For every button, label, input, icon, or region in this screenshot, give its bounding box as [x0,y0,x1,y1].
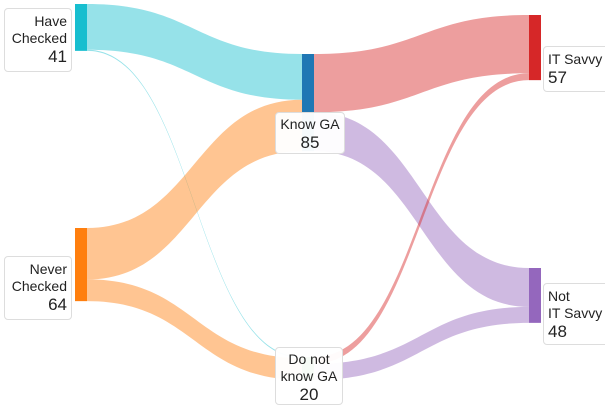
label-know-ga: Know GA 85 [275,112,345,154]
node-never-checked [75,228,87,302]
label-never-checked-line2: Checked [11,277,67,294]
node-not-it-savvy [529,268,541,323]
link-know_ga-to-not_it_savvy [314,112,529,307]
label-never-checked-line1: Never [29,261,67,277]
label-have-checked-line2: Checked [11,29,67,46]
label-have-checked: Have Checked 41 [4,8,72,72]
label-not-it-savvy: Not IT Savvy 48 [543,283,605,345]
label-do-not-know-ga: Do not know GA 20 [275,347,343,405]
label-do-not-know-ga-line2: know GA [280,367,338,384]
label-never-checked: Never Checked 64 [4,256,72,320]
label-do-not-know-ga-value: 20 [299,384,319,404]
label-not-it-savvy-line1: Not [548,288,570,304]
label-it-savvy-value: 57 [548,67,567,87]
label-know-ga-value: 85 [300,132,320,152]
link-know_ga-to-it_savvy [314,15,529,113]
node-have-checked [75,4,87,51]
link-never_checked-to-know_ga [87,99,302,280]
link-have_checked-to-know_ga [87,4,302,100]
label-know-ga-line1: Know GA [280,116,340,132]
label-do-not-know-ga-line1: Do not [288,351,330,367]
sankey-links [87,4,529,380]
label-not-it-savvy-line2: IT Savvy [548,304,603,321]
label-it-savvy-line1: IT Savvy [548,51,603,67]
label-it-savvy: IT Savvy 57 [543,46,605,92]
label-have-checked-line1: Have [34,13,67,29]
node-it-savvy [529,15,541,81]
link-never_checked-to-dont_know_ga [87,279,302,380]
link-have_checked-to-dont_know_ga [87,49,302,359]
label-not-it-savvy-value: 48 [548,321,567,341]
label-have-checked-value: 41 [48,46,67,66]
label-never-checked-value: 64 [48,294,67,314]
link-dont_know_ga-to-it_savvy [314,73,529,364]
link-dont_know_ga-to-not_it_savvy [314,306,529,380]
